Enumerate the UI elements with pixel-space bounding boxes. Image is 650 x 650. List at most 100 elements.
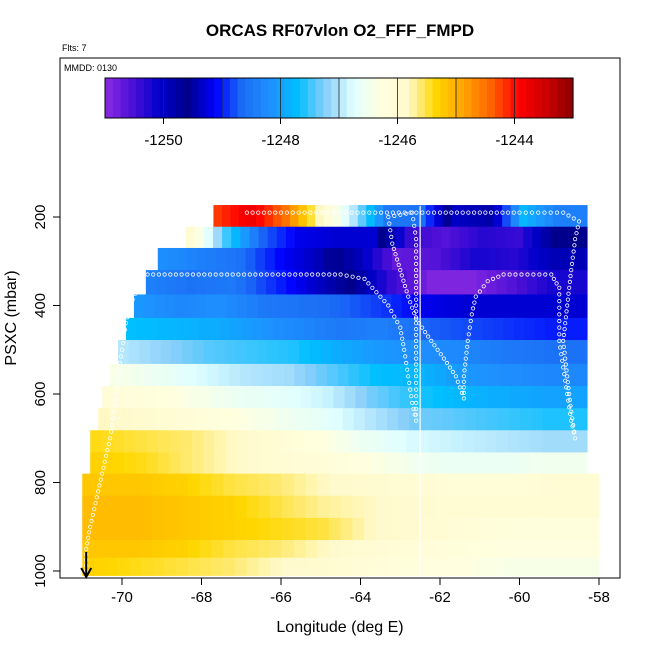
heatmap-cell: [469, 340, 481, 365]
heatmap-cell: [211, 517, 224, 541]
heatmap-cell: [432, 386, 445, 409]
heatmap-cell: [554, 363, 566, 387]
colorbar-segment: [229, 78, 239, 118]
heatmap-cell: [416, 340, 428, 365]
heatmap-cell: [366, 270, 377, 295]
heatmap-cell: [251, 363, 263, 387]
heatmap-cell: [451, 430, 464, 453]
heatmap-cell: [437, 340, 449, 365]
heatmap-cell: [458, 557, 471, 576]
track-point: [572, 429, 577, 434]
track-point: [463, 356, 468, 361]
heatmap-cell: [450, 226, 460, 249]
heatmap-cell: [258, 557, 271, 576]
heatmap-cell: [368, 226, 378, 249]
y-tick-label: 400: [32, 293, 49, 318]
heatmap-cell: [333, 386, 346, 409]
heatmap-cell: [281, 557, 295, 576]
heatmap-cell: [187, 408, 199, 431]
heatmap-cell: [289, 386, 302, 409]
track-point: [422, 329, 428, 335]
track-point: [575, 225, 580, 230]
track-point: [568, 403, 573, 408]
heatmap-cell: [358, 226, 369, 249]
heatmap-cell: [446, 495, 459, 519]
heatmap-cell: [212, 226, 223, 249]
track-point: [472, 300, 477, 305]
track-point: [151, 272, 156, 277]
heatmap-cell: [510, 205, 520, 228]
heatmap-cell: [493, 205, 503, 228]
heatmap-cell: [340, 226, 351, 249]
heatmap-cell: [352, 340, 364, 365]
heatmap-cell: [567, 270, 578, 295]
heatmap-cell: [298, 408, 310, 431]
heatmap-cell: [293, 540, 306, 559]
colorbar-segment: [190, 78, 200, 118]
heatmap-cell: [203, 226, 214, 249]
heatmap-cell: [476, 205, 486, 228]
heatmap-cell: [294, 247, 305, 271]
track-point: [429, 338, 434, 343]
heatmap-cell: [534, 317, 546, 341]
heatmap-cell: [451, 205, 461, 228]
heatmap-cell: [235, 340, 247, 365]
heatmap-cell: [246, 540, 259, 559]
heatmap-cell: [288, 340, 300, 365]
heatmap-cell: [561, 205, 571, 228]
heatmap-cell: [281, 517, 295, 541]
heatmap-cell: [198, 408, 210, 431]
colorbar-segment: [487, 78, 496, 118]
heatmap-cell: [519, 452, 532, 475]
heatmap-cell: [566, 294, 578, 319]
track-point: [461, 396, 466, 401]
track-point: [413, 237, 419, 242]
track-point: [505, 210, 511, 215]
heatmap-cell: [386, 270, 398, 295]
track-point: [196, 272, 201, 277]
track-point: [343, 210, 348, 215]
heatmap-cell: [305, 473, 318, 497]
heatmap-cell: [112, 452, 125, 475]
heatmap-cell: [258, 540, 271, 559]
heatmap-cell: [424, 363, 436, 387]
heatmap-cell: [477, 226, 488, 249]
track-point: [413, 316, 419, 321]
heatmap-cell: [355, 386, 368, 409]
heatmap-cell: [309, 408, 321, 431]
heatmap-cell: [188, 317, 200, 341]
heatmap-cell: [129, 495, 142, 519]
heatmap-cell: [538, 247, 549, 271]
flights-annotation: Flts: 7: [62, 43, 87, 53]
heatmap-cell: [305, 517, 318, 541]
track-point: [190, 272, 196, 277]
heatmap-cell: [440, 452, 453, 475]
track-point: [213, 272, 218, 277]
track-point: [325, 210, 331, 215]
colorbar-segment: [378, 78, 387, 118]
track-point: [244, 210, 249, 215]
heatmap-cell: [328, 517, 342, 541]
track-point: [367, 210, 372, 215]
heatmap-cell: [417, 452, 430, 475]
heatmap-cell: [267, 340, 279, 365]
track-point: [411, 406, 416, 411]
heatmap-cell: [266, 270, 277, 295]
track-point: [565, 391, 570, 397]
colorbar-segment: [339, 78, 348, 118]
track-point: [392, 213, 397, 218]
heatmap-cell: [270, 452, 283, 475]
heatmap-cell: [352, 557, 365, 576]
heatmap-cell: [309, 294, 320, 319]
heatmap-cell: [411, 557, 424, 576]
heatmap-cell: [135, 452, 148, 475]
heatmap-cell: [238, 205, 248, 228]
heatmap-cell: [199, 517, 212, 541]
heatmap-cell: [481, 557, 494, 576]
heatmap-cell: [496, 452, 509, 475]
track-point: [407, 380, 412, 385]
x-tick-label: -68: [191, 589, 213, 606]
heatmap-cell: [124, 452, 136, 475]
heatmap-cell: [442, 205, 452, 228]
heatmap-cell: [309, 340, 322, 365]
